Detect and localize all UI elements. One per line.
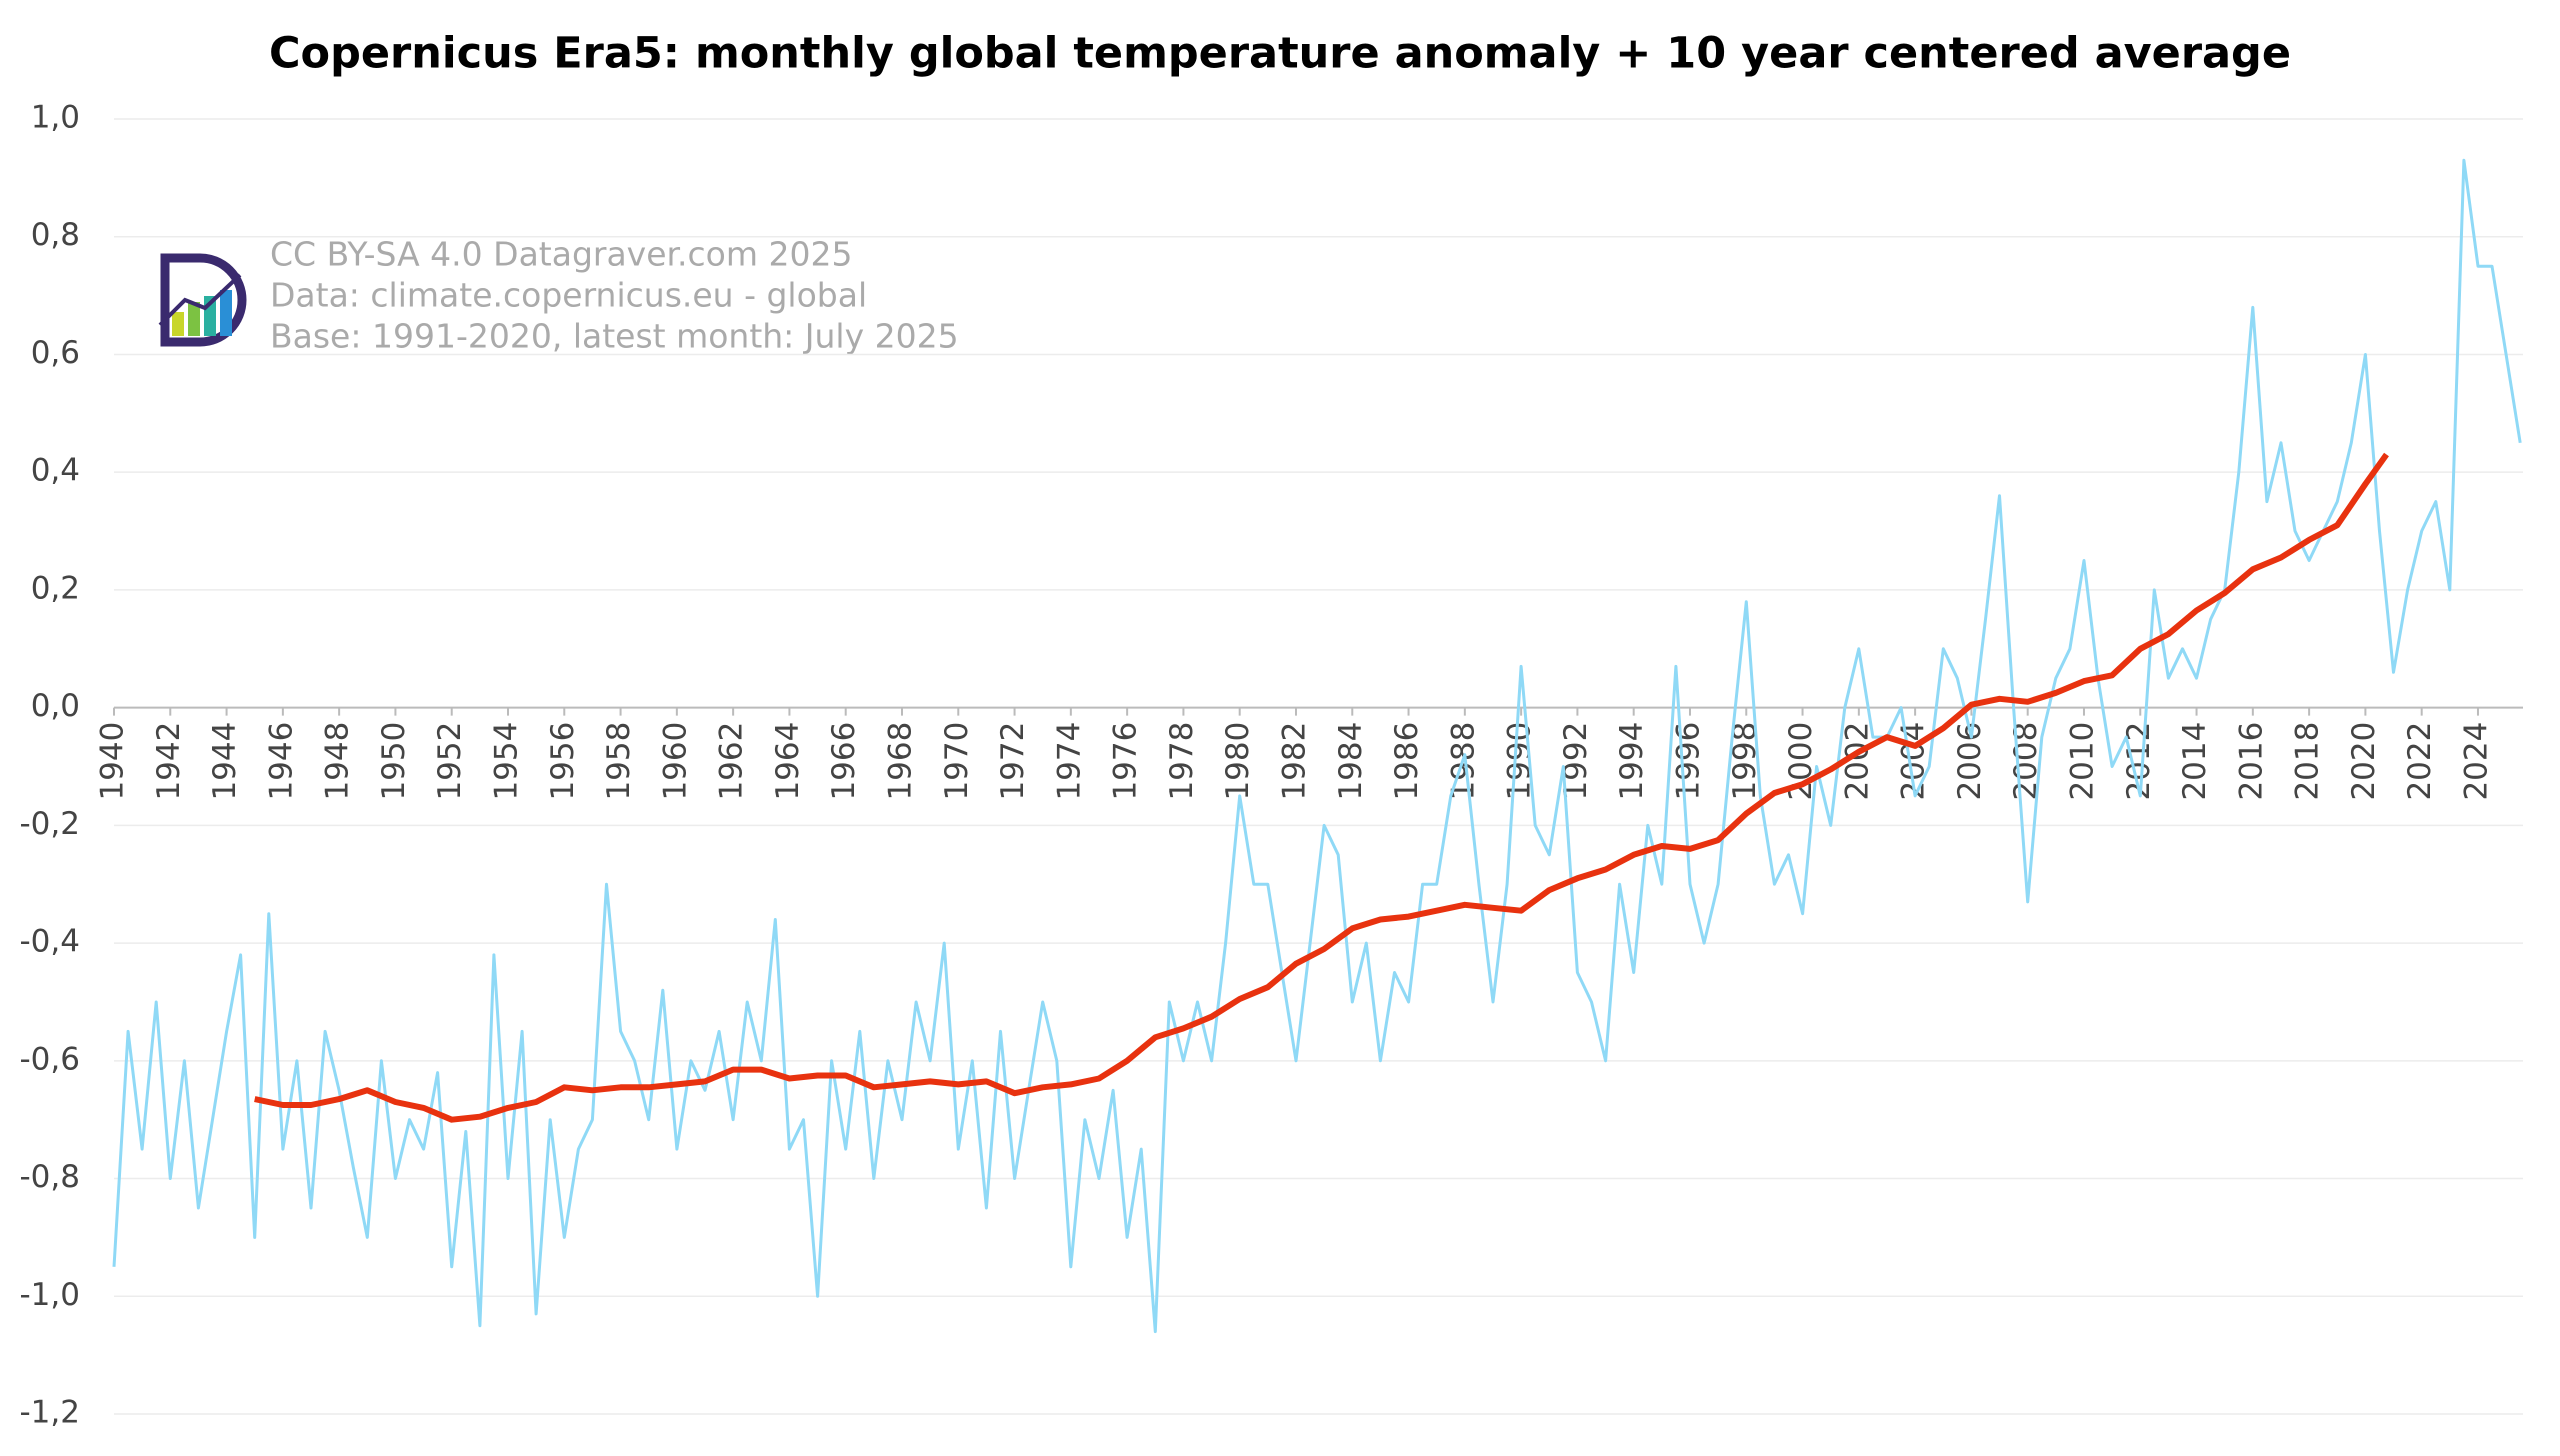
x-tick-label: 1966 — [826, 722, 862, 801]
x-tick-label: 1956 — [545, 722, 581, 801]
logo — [158, 253, 247, 347]
x-tick-label: 1952 — [432, 722, 468, 801]
x-tick-label: 1948 — [320, 722, 356, 801]
x-tick-label: 1950 — [376, 722, 412, 801]
x-tick-label: 1960 — [657, 722, 693, 801]
credit: Base: 1991-2020, latest month: July 2025 — [270, 317, 959, 356]
x-tick-label: 1984 — [1333, 722, 1369, 801]
x-tick-label: 1992 — [1558, 722, 1594, 801]
x-tick-label: 1986 — [1389, 722, 1425, 801]
y-tick-label: -1,2 — [20, 1395, 81, 1431]
x-tick-label: 2024 — [2458, 722, 2494, 801]
y-tick-label: -0,4 — [20, 924, 81, 960]
y-tick-label: 0,0 — [31, 688, 80, 724]
x-tick-label: 2020 — [2346, 722, 2382, 801]
chart-title: Copernicus Era5: monthly global temperat… — [269, 29, 2291, 79]
y-tick-label: -0,6 — [20, 1041, 81, 1077]
series-line — [254, 452, 2389, 1123]
x-tick-label: 1972 — [995, 722, 1031, 801]
y-tick-label: -1,0 — [20, 1277, 81, 1313]
credit: CC BY-SA 4.0 Datagraver.com 2025 — [270, 235, 853, 274]
y-tick-label: 0,4 — [31, 453, 80, 489]
x-tick-label: 1974 — [1051, 722, 1087, 801]
x-tick-label: 1944 — [207, 722, 243, 801]
y-tick-label: 1,0 — [31, 100, 80, 136]
x-tick-label: 2010 — [2064, 722, 2100, 801]
x-tick-label: 1970 — [939, 722, 975, 801]
y-tick-label: 0,2 — [31, 570, 80, 606]
x-tick-label: 2018 — [2290, 722, 2326, 801]
credit: Data: climate.copernicus.eu - global — [270, 276, 867, 315]
x-tick-label: 1964 — [770, 722, 806, 801]
y-tick-label: 0,8 — [31, 217, 80, 253]
x-tick-label: 2016 — [2233, 722, 2269, 801]
x-tick-label: 2022 — [2402, 722, 2438, 801]
x-tick-label: 1940 — [95, 722, 131, 801]
x-tick-label: 2014 — [2177, 722, 2213, 801]
x-tick-label: 1946 — [263, 722, 299, 801]
x-tick-label: 1994 — [1614, 722, 1650, 801]
x-tick-label: 1980 — [1220, 722, 1256, 801]
x-tick-label: 1968 — [882, 722, 918, 801]
x-tick-label: 1976 — [1108, 722, 1144, 801]
y-tick-label: -0,8 — [20, 1159, 81, 1195]
x-tick-label: 1962 — [714, 722, 750, 801]
y-tick-label: 0,6 — [31, 335, 80, 371]
x-tick-label: 1958 — [601, 722, 637, 801]
x-tick-label: 1996 — [1670, 722, 1706, 801]
x-tick-label: 1982 — [1276, 722, 1312, 801]
x-tick-label: 1978 — [1164, 722, 1200, 801]
x-tick-label: 1942 — [151, 722, 187, 801]
x-tick-label: 1954 — [488, 722, 524, 801]
y-tick-label: -0,2 — [20, 806, 81, 842]
